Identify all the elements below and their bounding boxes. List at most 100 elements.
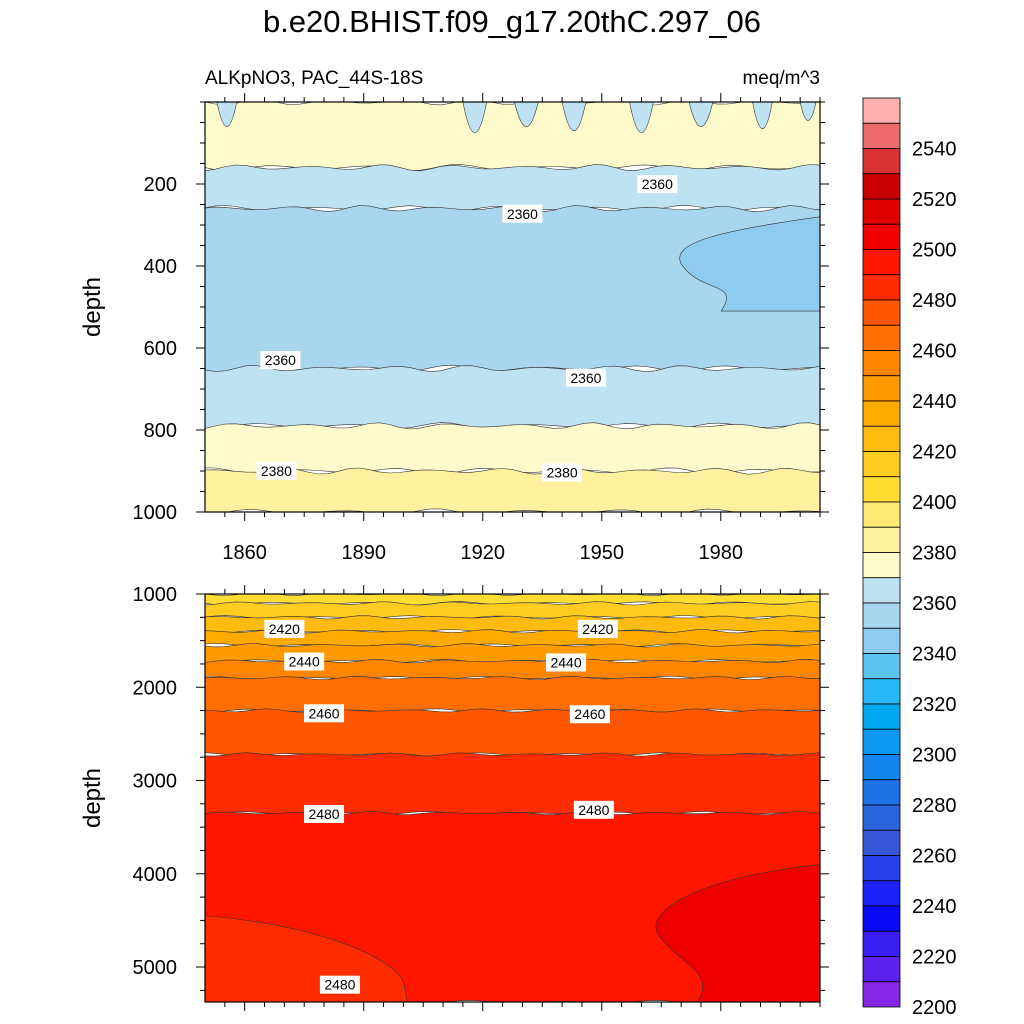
x-tick-label: 1920 (460, 542, 505, 564)
colorbar-swatch (862, 476, 901, 503)
colorbar-swatch (862, 274, 901, 301)
surface-intrusion (462, 102, 488, 134)
contour-label: 2440 (289, 654, 320, 670)
y-axis-label: depth (79, 277, 106, 337)
colorbar-swatch (862, 653, 901, 680)
plot-frame (204, 593, 821, 1003)
colorbar-swatch (862, 855, 901, 882)
colorbar-swatch (862, 501, 901, 528)
contour-label: 2420 (582, 621, 613, 637)
contour-label-bg (264, 619, 305, 638)
x-tick-label: 1950 (580, 542, 625, 564)
colorbar-swatch (862, 956, 901, 983)
contour-band (205, 601, 820, 620)
colorbar-label: 2300 (912, 745, 957, 767)
contour-label-bg (573, 800, 614, 819)
contour-label-bg (304, 805, 345, 824)
contour-label-bg (546, 653, 587, 672)
colorbar-label: 2460 (912, 341, 957, 363)
lower-panel: 2420 2440 2460 2480 2420 2440 2460 2480 2480 1000… (79, 584, 829, 1011)
colorbar-swatch (862, 299, 901, 326)
y-tick-label: 3000 (133, 771, 178, 793)
contour-label: 2380 (547, 464, 578, 480)
colorbar-label: 2520 (912, 189, 957, 211)
contour-label-bg (256, 461, 297, 480)
contour-label: 2480 (578, 802, 609, 818)
colorbar-label: 2400 (912, 492, 957, 514)
contour-label: 2480 (324, 977, 355, 993)
contour-region (655, 864, 820, 1002)
colorbar-swatch (862, 577, 901, 604)
colorbar-swatch (862, 400, 901, 427)
colorbar-swatch (862, 829, 901, 856)
colorbar-swatch (862, 552, 901, 579)
colorbar-swatch (862, 451, 901, 478)
contour-band (205, 708, 820, 757)
contour-label: 2460 (308, 705, 339, 721)
colorbar-swatch (862, 375, 901, 402)
contour-label-bg (304, 704, 345, 723)
colorbar-label: 2220 (912, 947, 957, 969)
colorbar: 2540 2520 2500 2480 2460 2440 2420 2400 2380 2360… (862, 97, 957, 1019)
colorbar-swatch (862, 728, 901, 755)
colorbar-label: 2320 (912, 694, 957, 716)
y-tick-label: 600 (144, 338, 177, 360)
contour-label: 2380 (261, 463, 292, 479)
colorbar-swatch (862, 350, 901, 377)
colorbar-swatch (862, 602, 901, 629)
contour-label-bg (260, 351, 301, 370)
contour-band (205, 467, 820, 512)
y-tick-label: 5000 (133, 957, 178, 979)
x-tick-label: 1860 (222, 542, 267, 564)
colorbar-swatch (862, 779, 901, 806)
colorbar-swatch (862, 425, 901, 452)
colorbar-label: 2380 (912, 543, 957, 565)
y-tick-label: 1000 (133, 584, 178, 606)
colorbar-label: 2200 (912, 997, 957, 1019)
x-tick-label: 1980 (699, 542, 744, 564)
colorbar-label: 2500 (912, 240, 957, 262)
upper-panel: 2360 2360 2360 2360 2380 2380 1860 1890 1920 1950… (79, 93, 829, 564)
colorbar-swatch (862, 526, 901, 553)
contour-band (205, 422, 820, 475)
colorbar-label: 2480 (912, 290, 957, 312)
contour-label: 2360 (642, 176, 673, 192)
contour-band (205, 629, 820, 648)
y-tick-label: 800 (144, 420, 177, 442)
y-tick-label: 4000 (133, 864, 178, 886)
colorbar-swatch (862, 97, 901, 124)
colorbar-swatch (862, 173, 901, 200)
contour-label: 2460 (574, 706, 605, 722)
colorbar-swatch (862, 804, 901, 831)
contour-band (205, 752, 820, 816)
colorbar-label: 2360 (912, 593, 957, 615)
colorbar-label: 2340 (912, 644, 957, 666)
contour-band (205, 102, 820, 172)
colorbar-swatch (862, 754, 901, 781)
colorbar-swatch (862, 703, 901, 730)
colorbar-swatch (862, 905, 901, 932)
colorbar-label: 2280 (912, 795, 957, 817)
colorbar-swatch (862, 880, 901, 907)
contour-label-bg (565, 368, 606, 387)
contour-label: 2420 (269, 621, 300, 637)
contour-label: 2440 (550, 654, 581, 670)
contour-label-bg (319, 975, 360, 994)
contour-band (205, 365, 820, 430)
y-axis-label: depth (79, 768, 106, 828)
contour-label-bg (637, 175, 678, 194)
chart-title: b.e20.BHIST.f09_g17.20thC.297_06 (262, 4, 762, 39)
surface-intrusion (561, 102, 587, 131)
surface-intrusion (629, 102, 654, 134)
contour-label-bg (577, 619, 618, 638)
colorbar-label: 2240 (912, 896, 957, 918)
contour-label: 2480 (308, 806, 339, 822)
colorbar-swatch (862, 981, 901, 1008)
colorbar-swatch (862, 148, 901, 175)
contour-label-bg (284, 652, 325, 671)
colorbar-swatch (862, 198, 901, 225)
contour-region (679, 216, 820, 312)
y-tick-label: 1000 (133, 502, 178, 524)
x-tick-label: 1890 (341, 542, 386, 564)
